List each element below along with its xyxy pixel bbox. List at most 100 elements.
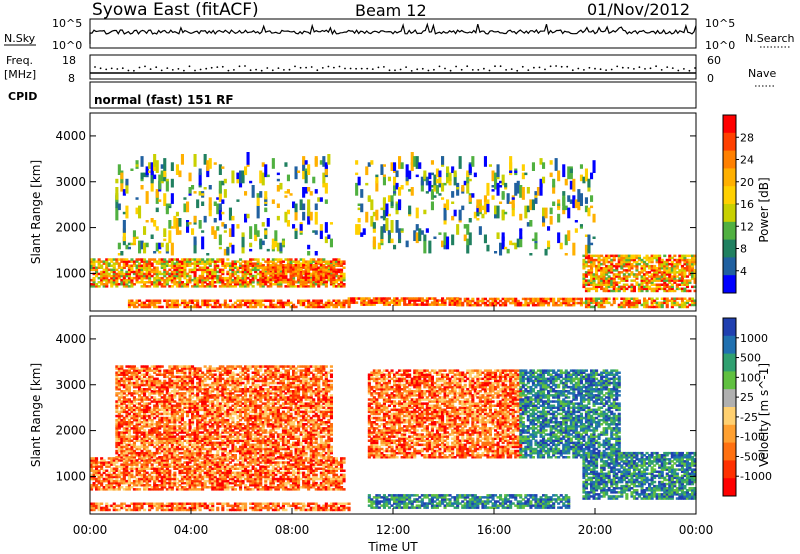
range-cell	[665, 299, 669, 302]
range-cell	[130, 260, 134, 263]
range-cell	[145, 484, 149, 487]
range-cell	[223, 502, 227, 505]
range-cell	[332, 459, 336, 462]
nave-dot	[249, 69, 252, 72]
range-cell	[380, 207, 384, 211]
range-cell	[274, 477, 278, 481]
range-cell	[221, 506, 225, 510]
range-cell	[223, 481, 227, 485]
range-cell	[579, 303, 583, 307]
range-cell	[158, 174, 162, 186]
range-cell	[665, 303, 669, 307]
range-cell	[289, 477, 293, 481]
range-cell	[304, 467, 308, 470]
range-cell	[307, 268, 311, 271]
range-cell	[294, 268, 298, 271]
range-cell	[191, 305, 195, 309]
range-cell	[342, 303, 346, 307]
range-cell	[254, 469, 258, 472]
range-cell	[122, 479, 126, 483]
range-cell	[158, 461, 162, 464]
range-cell	[648, 267, 652, 270]
range-cell	[632, 254, 636, 258]
nave-dot	[544, 68, 546, 71]
range-cell	[304, 262, 308, 265]
range-cell	[254, 481, 258, 485]
range-cell	[562, 297, 566, 301]
range-cell	[165, 242, 169, 252]
range-cell	[244, 191, 248, 196]
range-cell	[226, 285, 230, 288]
range-cell	[597, 279, 601, 282]
range-cell	[188, 299, 192, 302]
range-cell	[175, 502, 179, 505]
range-cell	[244, 281, 248, 284]
range-cell	[266, 262, 270, 265]
range-cell	[264, 475, 268, 479]
range-cell	[602, 260, 606, 264]
range-cell	[332, 278, 336, 281]
range-cell	[228, 276, 232, 280]
range-cell	[127, 481, 131, 485]
range-cell	[675, 283, 679, 286]
range-cell	[286, 260, 290, 263]
range-cell	[572, 299, 576, 303]
range-cell	[297, 486, 301, 489]
range-cell	[488, 301, 492, 305]
range-cell	[173, 283, 177, 286]
range-cell	[254, 303, 258, 307]
range-cell	[286, 268, 290, 271]
range-cell	[155, 281, 159, 284]
range-cell	[100, 276, 104, 280]
range-cell	[292, 481, 296, 485]
range-cell	[294, 274, 298, 277]
range-cell	[655, 256, 659, 260]
range-cell	[630, 267, 634, 270]
range-cell	[461, 301, 465, 305]
range-cell	[542, 207, 546, 217]
freq-label-2: [MHz]	[4, 68, 36, 81]
range-cell	[281, 506, 285, 510]
range-cell	[660, 279, 664, 282]
range-cell	[587, 281, 591, 284]
range-cell	[168, 276, 172, 280]
range-cell	[241, 479, 245, 483]
range-cell	[612, 254, 616, 258]
range-cell	[186, 508, 190, 512]
range-cell	[271, 270, 275, 273]
range-cell	[105, 266, 109, 269]
range-cell	[170, 226, 174, 229]
range-cell	[236, 508, 240, 512]
range-cell	[645, 283, 649, 286]
range-cell	[620, 264, 624, 268]
range-cell	[547, 226, 551, 231]
range-cell	[251, 264, 255, 267]
range-cell	[117, 262, 121, 265]
range-cell	[168, 469, 172, 472]
range-cell	[130, 459, 134, 462]
range-cell	[347, 303, 351, 306]
range-cell	[302, 270, 306, 273]
range-cell	[509, 297, 513, 301]
range-cell	[221, 270, 225, 274]
range-cell	[451, 191, 455, 198]
range-cell	[256, 488, 260, 491]
range-cell	[653, 264, 657, 268]
range-cell	[509, 240, 513, 246]
range-cell	[211, 278, 215, 282]
range-cell	[332, 484, 336, 487]
range-cell	[526, 297, 530, 301]
range-cell	[640, 260, 644, 264]
range-cell	[97, 477, 101, 481]
range-cell	[254, 270, 258, 274]
range-cell	[241, 276, 245, 280]
range-cell	[173, 305, 177, 309]
range-cell	[526, 303, 530, 307]
range-cell	[302, 461, 306, 464]
range-cell	[655, 287, 659, 291]
range-cell	[476, 303, 480, 307]
range-cell	[160, 276, 164, 280]
range-cell	[186, 473, 190, 477]
range-cell	[122, 502, 126, 505]
range-cell	[231, 224, 235, 237]
